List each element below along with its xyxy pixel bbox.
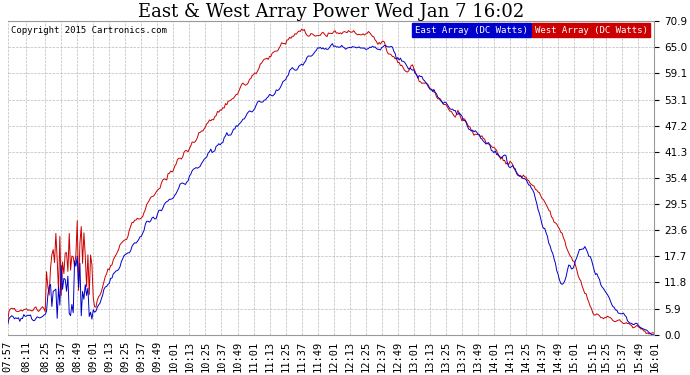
Title: East & West Array Power Wed Jan 7 16:02: East & West Array Power Wed Jan 7 16:02 <box>138 3 524 21</box>
Text: West Array (DC Watts): West Array (DC Watts) <box>535 26 647 34</box>
Text: Copyright 2015 Cartronics.com: Copyright 2015 Cartronics.com <box>11 26 167 34</box>
Text: East Array (DC Watts): East Array (DC Watts) <box>415 26 528 34</box>
